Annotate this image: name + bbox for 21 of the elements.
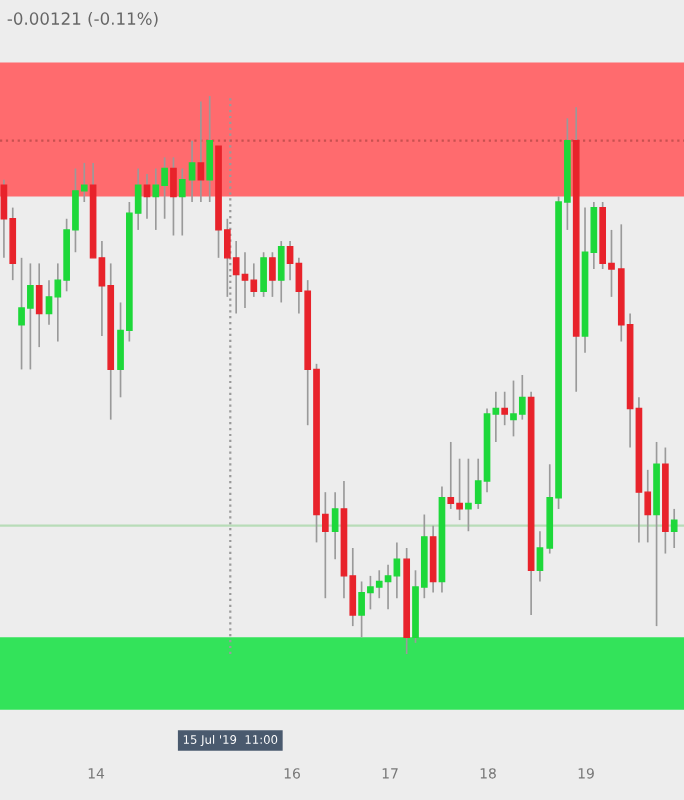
candlestick xyxy=(250,262,258,298)
candlestick xyxy=(501,390,509,427)
candlestick xyxy=(375,569,383,600)
candlestick xyxy=(269,251,276,298)
candlestick xyxy=(197,100,205,203)
candlestick xyxy=(518,374,526,421)
candlestick xyxy=(447,441,455,510)
candlestick xyxy=(206,96,214,203)
candlestick xyxy=(331,491,339,560)
candlestick xyxy=(170,156,177,237)
candlestick xyxy=(152,167,160,231)
candlestick xyxy=(384,563,392,611)
candlestick xyxy=(260,251,267,298)
candlestick xyxy=(277,240,285,304)
candlestick xyxy=(241,251,249,309)
candlestick xyxy=(35,262,43,348)
text: -0.00121 (-0.11%) xyxy=(7,12,158,27)
candlestick xyxy=(45,279,53,326)
candlestick xyxy=(393,541,401,600)
candlestick xyxy=(670,508,678,549)
candlestick xyxy=(429,524,437,594)
